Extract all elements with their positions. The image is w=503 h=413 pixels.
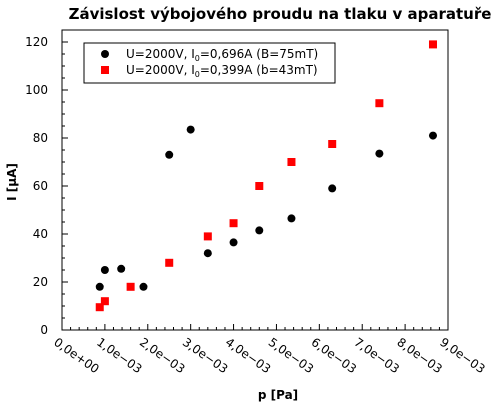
data-point	[328, 184, 337, 193]
data-point	[287, 214, 296, 223]
y-tick-label: 120	[25, 35, 48, 49]
x-tick-label: 1,0e−03	[94, 335, 144, 376]
data-point	[375, 149, 384, 158]
y-tick-label: 20	[33, 275, 48, 289]
legend: U=2000V, I0=0,696A (B=75mT)U=2000V, I0=0…	[83, 42, 336, 84]
legend-marker	[101, 50, 109, 58]
legend-entry: U=2000V, I0=0,399A (b=43mT)	[126, 63, 318, 79]
data-point	[428, 40, 437, 49]
x-tick-label: 4,0e−03	[223, 335, 273, 376]
data-point	[139, 282, 148, 291]
data-point	[126, 282, 135, 291]
legend-box	[83, 42, 336, 84]
y-tick-label: 60	[33, 179, 48, 193]
x-tick-label: 8,0e−03	[394, 335, 444, 376]
y-tick-label: 0	[40, 323, 48, 337]
x-tick-label: 3,0e−03	[180, 335, 230, 376]
y-tick-label: 100	[25, 83, 48, 97]
x-tick-label: 2,0e−03	[137, 335, 187, 376]
x-tick-label: 0,0e+00	[51, 335, 101, 376]
data-point	[203, 232, 212, 241]
data-point	[375, 99, 384, 108]
data-point	[255, 182, 264, 190]
data-point	[100, 297, 109, 306]
data-point	[229, 238, 238, 247]
y-axis-label: I [µA]	[5, 163, 19, 201]
plot-frame	[61, 29, 449, 331]
data-point	[165, 150, 174, 159]
data-point	[186, 125, 195, 134]
legend-marker	[101, 66, 109, 74]
data-point	[328, 140, 337, 148]
y-tick-label: 40	[33, 227, 48, 241]
data-point	[117, 264, 126, 273]
data-point	[100, 266, 109, 274]
data-points	[95, 40, 437, 312]
data-point	[165, 258, 174, 267]
x-axis: 0,0e+001,0e−032,0e−033,0e−034,0e−035,0e−…	[51, 324, 488, 376]
data-point	[428, 131, 437, 140]
x-tick-label: 7,0e−03	[352, 335, 402, 376]
y-tick-label: 80	[33, 131, 48, 145]
data-point	[229, 219, 238, 228]
x-tick-label: 5,0e−03	[266, 335, 316, 376]
y-axis: 0 20 40 60 80 100 120	[25, 29, 68, 337]
data-point	[95, 282, 104, 291]
data-point	[203, 249, 212, 258]
chart-title: Závislost výbojového proudu na tlaku v a…	[69, 5, 492, 23]
x-tick-label: 9,0e−03	[437, 335, 487, 376]
legend-entry: U=2000V, I0=0,696A (B=75mT)	[126, 47, 318, 63]
data-point	[255, 226, 264, 235]
data-point	[95, 303, 104, 312]
x-tick-label: 6,0e−03	[309, 335, 359, 376]
data-point	[287, 158, 296, 166]
x-axis-label: p [Pa]	[258, 388, 298, 402]
